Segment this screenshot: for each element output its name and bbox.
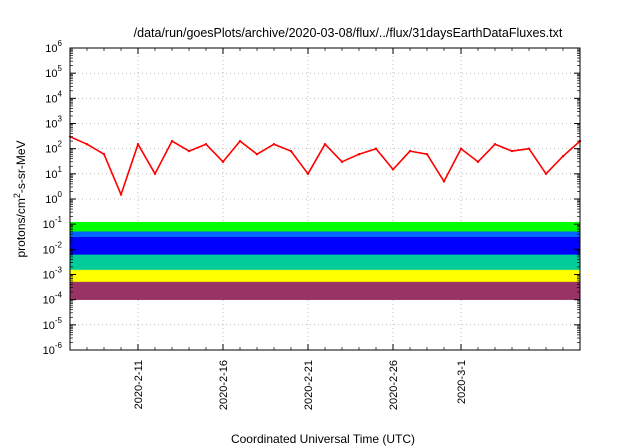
y-tick-exponent: 5 (58, 64, 63, 73)
series-point (476, 160, 480, 164)
y-tick-label: 10-1 (43, 215, 63, 231)
grid (70, 47, 580, 351)
series-point (323, 143, 327, 146)
y-tick-exponent: 4 (58, 89, 63, 98)
series-point (374, 147, 378, 150)
y-tick-exponent: -1 (55, 215, 63, 224)
series-point (425, 153, 429, 156)
series-point (527, 147, 531, 150)
y-tick-base: 10 (45, 119, 57, 131)
y-tick-exponent: -4 (55, 291, 63, 300)
y-tick-base: 10 (43, 295, 55, 307)
y-tick-exponent: -3 (55, 266, 63, 275)
plot-area (68, 135, 582, 300)
series-point (255, 153, 259, 156)
y-tick-label: 104 (45, 89, 62, 105)
series-point (510, 149, 514, 153)
y-tick-base: 10 (45, 194, 57, 206)
y-tick-exponent: -2 (55, 240, 63, 249)
y-axis-label-sup: 2 (12, 193, 22, 198)
series-point (136, 143, 140, 146)
y-axis-label-post: -s-sr-MeV (14, 140, 28, 193)
series-point (391, 168, 395, 171)
y-tick-label: 10-4 (43, 291, 63, 307)
series-point (170, 139, 174, 143)
x-axis: 2020-2-11 2020-2-16 2020-2-21 2020-2-26 2020… (69, 48, 581, 410)
x-axis-label: Coordinated Universal Time (UTC) (231, 432, 415, 446)
y-tick-exponent: -5 (55, 316, 63, 325)
y-tick-base: 10 (45, 93, 57, 105)
x-tick-label: 2020-2-21 (303, 360, 315, 410)
series-point (204, 143, 208, 146)
series-point (85, 143, 89, 146)
y-axis-label: protons/cm2-s-sr-MeV (12, 140, 28, 257)
series-band-3 (69, 237, 581, 258)
series-point (306, 172, 310, 176)
series-point (561, 155, 565, 158)
y-tick-base: 10 (43, 244, 55, 256)
y-tick-base: 10 (43, 219, 55, 231)
series-point (272, 143, 276, 146)
y-tick-exponent: 6 (58, 39, 63, 48)
y-tick-label: 101 (45, 165, 62, 181)
series-point (153, 172, 157, 176)
x-tick-label: 2020-2-11 (133, 360, 145, 409)
series-point (459, 147, 463, 150)
x-tick-label: 2020-2-16 (218, 360, 230, 410)
y-tick-exponent: 2 (58, 140, 63, 149)
y-tick-base: 10 (45, 43, 57, 55)
series-point (357, 153, 361, 156)
y-tick-label: 10-3 (43, 266, 63, 282)
y-tick-label: 10-5 (43, 316, 63, 332)
y-tick-base: 10 (45, 68, 57, 80)
y-tick-label: 100 (45, 190, 62, 206)
y-tick-base: 10 (43, 345, 55, 357)
y-tick-label: 10-6 (43, 341, 63, 357)
x-tick-label: 2020-3-1 (456, 360, 468, 404)
y-tick-label: 102 (45, 140, 62, 156)
series-point (493, 143, 497, 146)
y-tick-exponent: -6 (55, 341, 63, 350)
y-tick-label: 103 (45, 115, 62, 131)
series-point (544, 172, 548, 176)
y-tick-base: 10 (45, 169, 57, 181)
x-tick-label: 2020-2-26 (388, 360, 400, 410)
chart-title: /data/run/goesPlots/archive/2020-03-08/f… (134, 26, 563, 40)
series-point (442, 180, 446, 183)
series-point (102, 153, 106, 156)
series-point (238, 139, 242, 143)
series-band-6 (69, 281, 581, 300)
series-point (119, 193, 123, 196)
y-tick-base: 10 (43, 320, 55, 332)
y-axis-label-pre: protons/cm (14, 198, 28, 257)
y-tick-exponent: 1 (58, 165, 63, 174)
y-tick-exponent: 0 (58, 190, 63, 199)
series-point (289, 149, 293, 153)
y-tick-label: 10-2 (43, 240, 63, 256)
series-point (340, 160, 344, 164)
y-tick-label: 105 (45, 64, 62, 80)
y-axis: 10-610-510-410-310-210-11001011021031041… (43, 39, 580, 357)
series-point (408, 149, 412, 153)
series-point (221, 160, 225, 164)
y-tick-label: 106 (45, 39, 62, 55)
series-point (187, 149, 191, 153)
y-tick-base: 10 (43, 270, 55, 282)
y-tick-base: 10 (45, 144, 57, 156)
y-tick-exponent: 3 (58, 115, 63, 124)
